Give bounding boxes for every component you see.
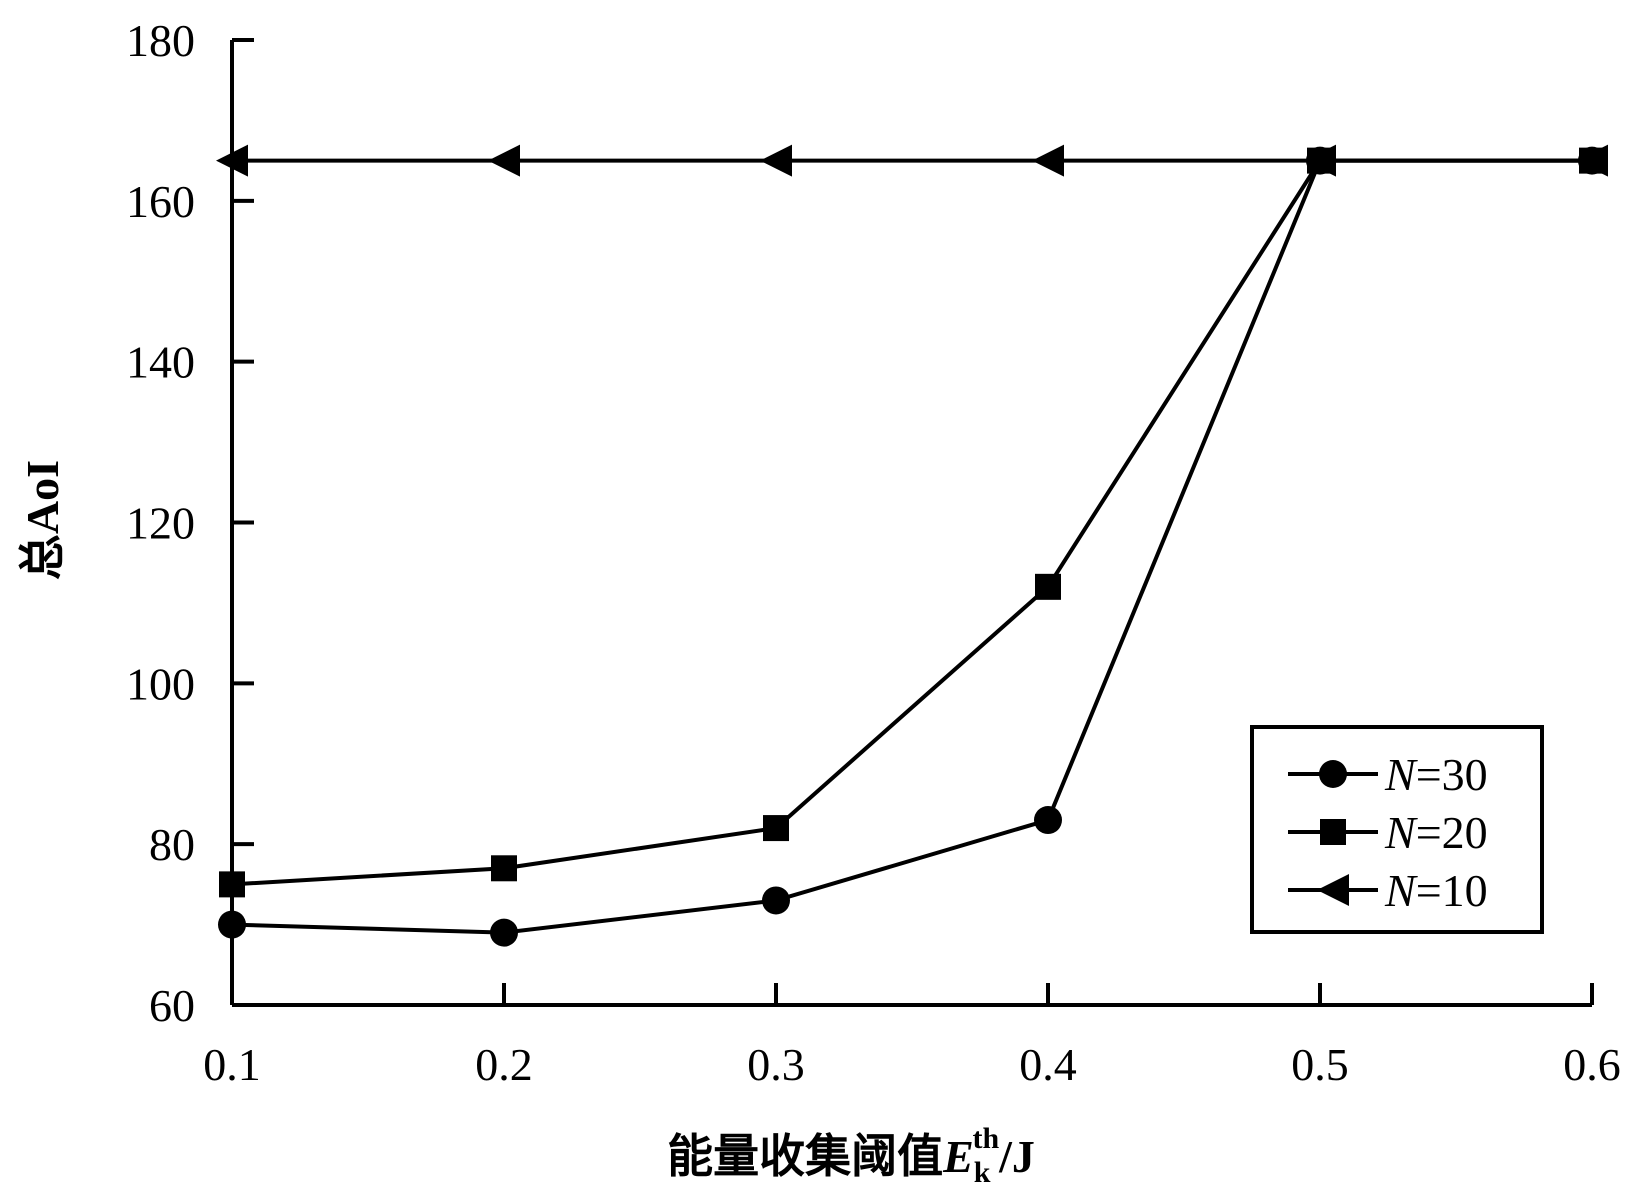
y-axis-title: 总AoI [17,460,68,580]
data-point [219,871,245,898]
y-tick-label: 60 [149,980,195,1031]
data-point [763,815,789,842]
y-tick-label: 180 [126,15,195,66]
legend-label-value: =20 [1416,807,1488,858]
legend-marker [1320,819,1346,845]
data-point [762,886,790,915]
legend-label: N=10 [1384,865,1488,916]
legend-item: N=30 [1288,749,1488,800]
legend-marker [1317,874,1349,906]
legend-label-variable: N [1384,865,1418,916]
legend-label-variable: N [1384,807,1418,858]
series-triangle-left [216,144,1608,177]
legend: N=30N=20N=10 [1250,725,1544,934]
data-point [491,855,517,882]
data-point [1034,806,1062,835]
legend-item: N=10 [1288,865,1488,916]
axes: 60 80 100 120 140 160 180 0.1 0.2 0.3 0.4 0.5 0.6 [126,15,1621,1090]
legend-label-value: =10 [1416,865,1488,916]
data-point [1035,573,1061,600]
data-point [490,918,518,947]
y-tick-label: 140 [126,337,195,388]
x-tick-label: 0.4 [1019,1039,1077,1090]
y-tick-label: 120 [126,498,195,549]
legend-item: N=20 [1288,807,1488,858]
x-axis-title: 能量收集阈值Ekth/J [667,1122,1035,1189]
legend-label: N=20 [1384,807,1488,858]
data-point [216,144,248,177]
data-point [218,910,246,939]
x-tick-label: 0.3 [747,1039,805,1090]
legend-label-value: =30 [1416,749,1488,800]
y-tick-label: 100 [126,658,195,709]
data-point [1304,144,1336,177]
series-layer [216,144,1608,947]
y-tick-label: 80 [149,819,195,870]
x-tick-label: 0.1 [203,1039,261,1090]
legend-label-variable: N [1384,749,1418,800]
data-point [1576,144,1608,177]
data-point [760,144,792,177]
data-point [1032,144,1064,177]
x-axis-title-main: 能量收集阈值 [667,1131,943,1182]
x-tick-label: 0.5 [1291,1039,1349,1090]
y-tick-label: 160 [126,176,195,227]
legend-label: N=30 [1384,749,1488,800]
x-axis-title-unit: /J [998,1131,1035,1182]
axis-titles: 能量收集阈值Ekth/J 总AoI [17,460,1035,1189]
x-axis-title-superscript: th [972,1122,999,1155]
x-axis-title-subscript: k [974,1156,991,1189]
x-axis-title-variable: E [942,1131,974,1182]
legend-marker [1319,760,1347,788]
data-point [488,144,520,177]
x-tick-label: 0.2 [475,1039,533,1090]
x-tick-label: 0.6 [1563,1039,1621,1090]
legend-box [1250,725,1544,934]
